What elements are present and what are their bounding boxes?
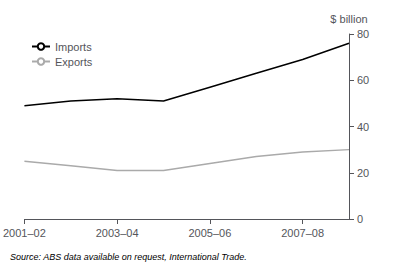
svg-text:Imports: Imports: [55, 41, 92, 53]
svg-text:2007–08: 2007–08: [281, 227, 324, 239]
svg-text:2001–02: 2001–02: [3, 227, 46, 239]
svg-text:20: 20: [357, 167, 369, 179]
svg-text:40: 40: [357, 121, 369, 133]
svg-text:Exports: Exports: [55, 56, 93, 68]
svg-text:2005–06: 2005–06: [188, 227, 231, 239]
svg-text:0: 0: [357, 213, 363, 225]
svg-text:Source: ABS data available on: Source: ABS data available on request, I…: [10, 252, 247, 262]
svg-text:60: 60: [357, 74, 369, 86]
svg-text:80: 80: [357, 28, 369, 40]
svg-text:2003–04: 2003–04: [96, 227, 139, 239]
svg-text:$ billion: $ billion: [330, 13, 367, 25]
